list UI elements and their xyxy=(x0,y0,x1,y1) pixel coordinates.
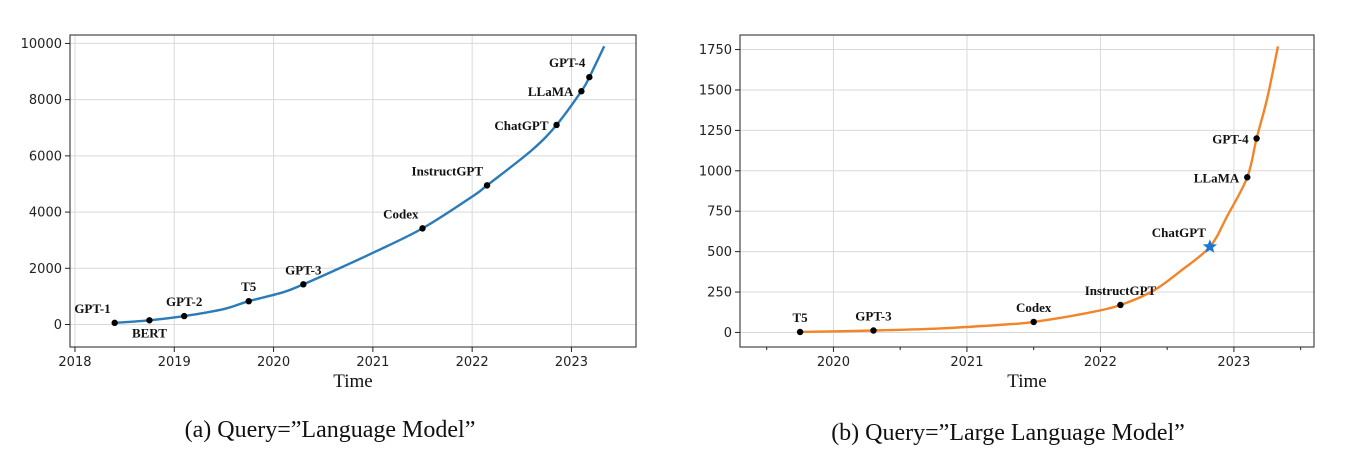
x-tick-label: 2021 xyxy=(356,355,389,370)
y-tick-label: 10000 xyxy=(21,37,62,52)
y-tick-label: 1250 xyxy=(699,124,732,139)
point-label: T5 xyxy=(792,310,808,325)
y-tick-label: 4000 xyxy=(29,206,62,221)
series-line xyxy=(114,45,606,325)
x-tick-label: 2023 xyxy=(1217,355,1250,370)
x-tick-label: 2022 xyxy=(1084,355,1117,370)
point-label: Codex xyxy=(1016,300,1052,315)
plot-frame xyxy=(69,34,637,348)
data-point xyxy=(796,328,804,336)
point-label: GPT-1 xyxy=(74,301,110,316)
data-point-star xyxy=(1202,239,1218,253)
data-point xyxy=(180,312,188,320)
point-label: Codex xyxy=(383,206,419,221)
data-point xyxy=(483,182,491,189)
data-point xyxy=(419,225,426,232)
plot-frame xyxy=(739,34,1315,348)
x-tick-label: 2018 xyxy=(58,355,91,370)
data-point xyxy=(1253,135,1260,142)
caption-b: (b) Query=”Large Language Model” xyxy=(831,420,1185,446)
y-tick-label: 500 xyxy=(707,245,732,260)
series-line xyxy=(800,46,1280,334)
x-axis-title: Time xyxy=(333,371,372,392)
y-tick-label: 0 xyxy=(724,326,732,341)
y-tick-label: 6000 xyxy=(29,149,62,164)
chart-a: 2018 2019 2020 2021 2022 2023 0 2000 4000 6000 800… xyxy=(21,34,637,392)
y-tick-label: 2000 xyxy=(29,262,62,277)
point-label: GPT-3 xyxy=(855,309,892,324)
point-label: GPT-3 xyxy=(285,262,322,277)
data-point xyxy=(586,73,593,81)
x-tick-label: 2020 xyxy=(817,355,850,370)
point-label: BERT xyxy=(132,325,167,340)
point-label: GPT-4 xyxy=(549,55,586,70)
y-tick-label: 1000 xyxy=(699,164,732,179)
x-tick-label: 2019 xyxy=(158,355,191,370)
caption-a: (a) Query=”Language Model” xyxy=(185,417,476,443)
point-label: GPT-2 xyxy=(166,294,202,309)
y-tick-label: 1500 xyxy=(699,83,732,98)
point-label: InstructGPT xyxy=(412,163,484,178)
data-point xyxy=(146,317,153,324)
data-point xyxy=(578,88,585,95)
data-point xyxy=(1117,301,1124,309)
data-point xyxy=(245,297,252,305)
data-point xyxy=(111,319,118,327)
point-label: LLaMA xyxy=(528,84,574,99)
data-point xyxy=(300,281,307,288)
data-point xyxy=(553,121,560,129)
point-label: ChatGPT xyxy=(494,118,549,133)
y-tick-label: 0 xyxy=(54,318,62,333)
x-tick-label: 2021 xyxy=(950,355,983,370)
point-label: ChatGPT xyxy=(1152,225,1207,240)
x-tick-label: 2020 xyxy=(257,355,290,370)
y-tick-label: 1750 xyxy=(699,43,732,58)
x-tick-label: 2023 xyxy=(555,355,588,370)
y-tick-label: 250 xyxy=(707,286,732,301)
data-point xyxy=(1244,174,1251,181)
y-tick-label: 8000 xyxy=(29,93,62,108)
point-label: LLaMA xyxy=(1194,170,1240,185)
point-label: GPT-4 xyxy=(1212,131,1249,146)
y-tick-label: 750 xyxy=(707,205,732,220)
x-axis-title: Time xyxy=(1007,371,1046,392)
data-point xyxy=(870,327,877,334)
chart-b: 2020 2021 2022 2023 0 250 500 750 1000 1250 1500 17… xyxy=(699,34,1315,392)
point-label: InstructGPT xyxy=(1085,283,1157,298)
x-tick-label: 2022 xyxy=(456,355,489,370)
point-label: T5 xyxy=(241,279,257,294)
data-point xyxy=(1030,318,1037,326)
